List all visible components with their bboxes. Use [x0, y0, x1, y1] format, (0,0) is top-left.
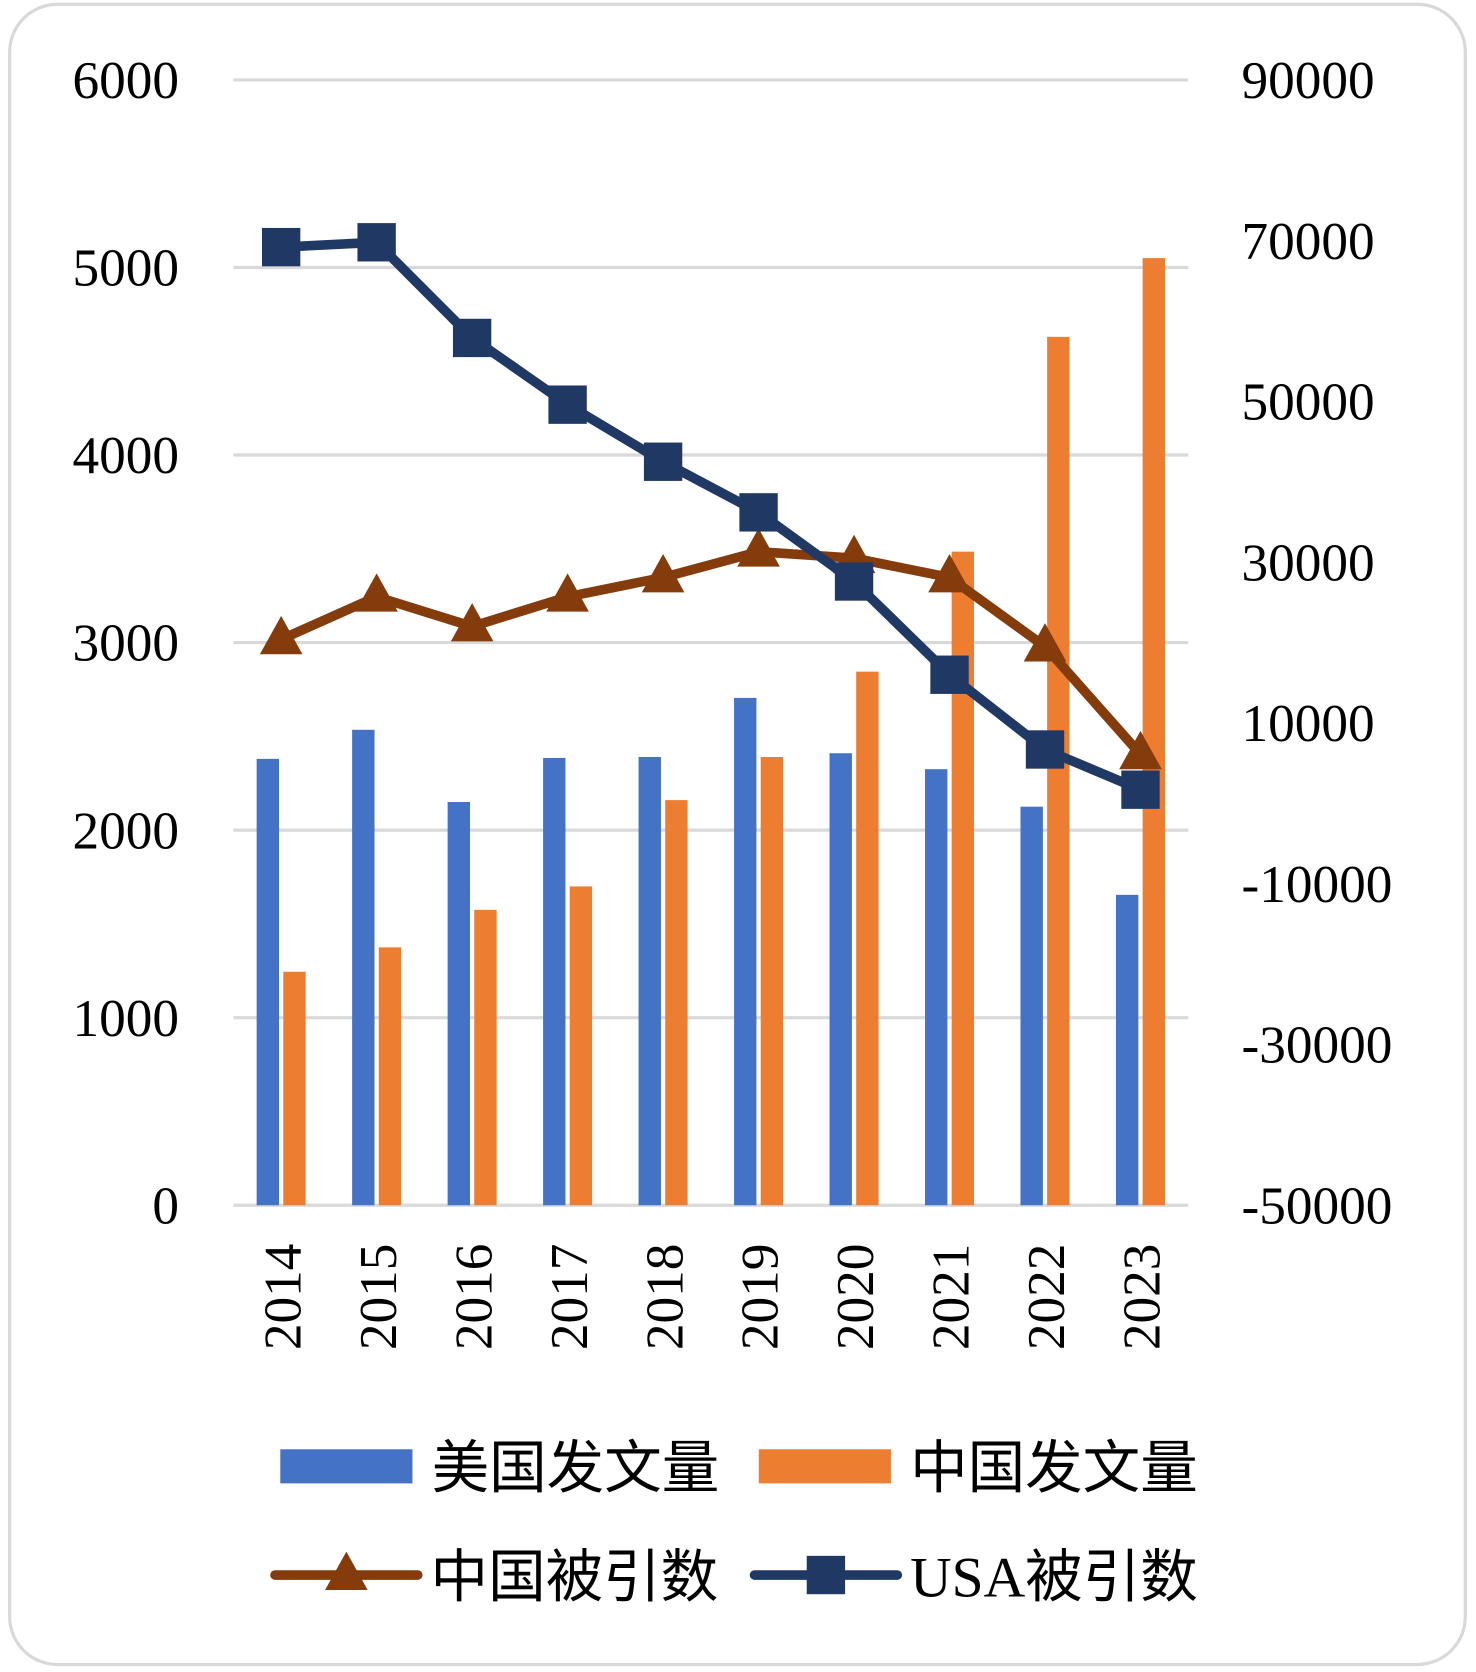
square-marker [1121, 770, 1160, 809]
triangle-marker [737, 528, 780, 567]
x-tick-label: 2019 [731, 1244, 790, 1351]
legend-label: 美国发文量 [432, 1438, 720, 1501]
legend-swatch [280, 1449, 413, 1484]
triangle-marker [928, 554, 971, 593]
bar-china [569, 886, 593, 1206]
right-tick-label: 10000 [1242, 694, 1375, 753]
square-marker [548, 385, 587, 424]
left-tick-label: 5000 [73, 239, 180, 298]
bar-usa [829, 753, 852, 1206]
square-marker [739, 493, 778, 532]
right-tick-label: 70000 [1242, 212, 1375, 271]
left-tick-label: 6000 [73, 51, 180, 110]
triangle-marker [546, 573, 589, 612]
triangle-marker [450, 603, 494, 642]
triangle-marker [259, 615, 303, 655]
bar-china [378, 947, 402, 1206]
square-marker [452, 318, 492, 358]
right-tick-label: 50000 [1242, 373, 1375, 432]
series-line [280, 237, 1143, 795]
bar-usa [447, 802, 470, 1206]
square-marker [834, 562, 874, 601]
triangle-marker [355, 573, 398, 612]
bar-usa [1115, 894, 1139, 1206]
bar-usa [638, 756, 661, 1206]
legend-label: 中国发文量 [910, 1438, 1198, 1501]
bar-usa [256, 758, 280, 1206]
legend-label: 中国被引数 [431, 1546, 719, 1609]
triangle-marker [1023, 623, 1067, 662]
bar-usa [1020, 806, 1043, 1206]
x-tick-label: 2016 [444, 1244, 503, 1351]
x-tick-label: 2018 [635, 1244, 694, 1351]
triangle-marker [641, 554, 685, 593]
square-marker [643, 442, 683, 481]
bar-china [665, 800, 688, 1206]
x-tick-label: 2017 [540, 1244, 599, 1351]
right-tick-label: -10000 [1242, 855, 1393, 914]
left-tick-label: 4000 [73, 426, 180, 485]
triangle-marker [1119, 730, 1162, 770]
bar-usa [352, 729, 375, 1206]
right-tick-label: 30000 [1242, 533, 1375, 592]
bar-china [1142, 258, 1166, 1206]
right-tick-label: -30000 [1242, 1016, 1393, 1075]
bar-china [951, 551, 975, 1206]
bar-usa [543, 757, 566, 1206]
square-marker [1025, 730, 1065, 769]
left-tick-label: 0 [152, 1176, 179, 1235]
bar-china [760, 756, 784, 1206]
legend-swatch [758, 1449, 891, 1484]
x-tick-label: 2022 [1017, 1244, 1076, 1351]
left-tick-label: 3000 [73, 614, 180, 673]
bar-china [856, 671, 879, 1206]
x-tick-label: 2014 [253, 1244, 312, 1351]
legend-triangle-marker [325, 1551, 368, 1590]
legend-square-marker [806, 1555, 846, 1595]
bar-usa [734, 697, 757, 1206]
legend-label: USA被引数 [910, 1546, 1198, 1609]
right-tick-label: 90000 [1242, 51, 1375, 110]
bar-usa [925, 769, 948, 1206]
left-tick-label: 2000 [73, 801, 180, 860]
bar-china [283, 971, 306, 1206]
x-tick-label: 2023 [1113, 1244, 1172, 1351]
series-line [279, 546, 1145, 758]
x-tick-label: 2021 [922, 1244, 981, 1351]
bar-china [474, 909, 497, 1206]
x-tick-label: 2015 [349, 1244, 408, 1351]
x-tick-label: 2020 [826, 1244, 885, 1351]
square-marker [930, 655, 969, 694]
square-marker [261, 227, 301, 267]
bar-china [1047, 336, 1070, 1206]
right-tick-label: -50000 [1242, 1176, 1393, 1235]
square-marker [357, 223, 396, 262]
left-tick-label: 1000 [73, 989, 180, 1048]
